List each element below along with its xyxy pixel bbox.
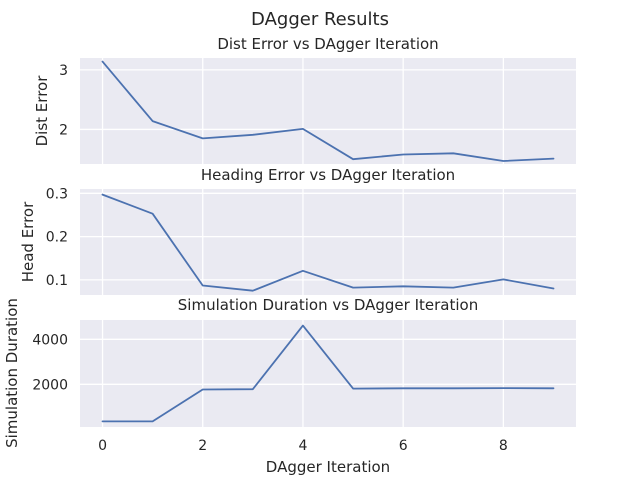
y-tick-labels: 2000 4000 (32, 332, 68, 393)
y-tick-label: 0.2 (46, 230, 68, 246)
y-tick-labels: 0.1 0.2 0.3 (46, 186, 68, 289)
x-tick-label: 6 (399, 438, 408, 454)
grid (80, 320, 576, 427)
axes-background (80, 189, 576, 295)
y-tick-label: 2000 (32, 377, 68, 393)
y-tick-label: 0.3 (46, 186, 68, 202)
x-tick-label: 8 (499, 438, 508, 454)
series-layer (101, 324, 555, 423)
x-tick-label: 2 (198, 438, 207, 454)
series-layer (101, 193, 555, 292)
axes-background (80, 320, 576, 427)
x-tick-label: 4 (298, 438, 307, 454)
axes-title: Heading Error vs DAgger Iteration (201, 166, 455, 184)
x-tick-labels: 0 2 4 6 8 (98, 438, 508, 454)
series-line (101, 193, 555, 292)
x-tick-label: 0 (98, 438, 107, 454)
y-tick-label: 4000 (32, 332, 68, 348)
axes-background (80, 58, 576, 164)
axes-title: Dist Error vs DAgger Iteration (217, 35, 438, 53)
x-axis-label: DAgger Iteration (266, 458, 390, 476)
y-axis-label: Head Error (19, 201, 37, 282)
series-line (101, 324, 555, 423)
y-tick-label: 0.1 (46, 273, 68, 289)
panel-heading-error: 0.1 0.2 0.3 Heading Error vs DAgger Iterat… (19, 166, 576, 295)
y-tick-label: 3 (59, 63, 68, 79)
series-layer (101, 60, 555, 162)
figure-title: DAgger Results (251, 9, 389, 30)
grid (80, 58, 576, 164)
panel-dist-error: 23 Dist Error vs DAgger Iteration Dist E… (33, 35, 576, 164)
series-line (101, 60, 555, 162)
y-axis-label: Dist Error (33, 75, 51, 147)
axes-title: Simulation Duration vs DAgger Iteration (178, 296, 478, 314)
y-axis-label: Simulation Duration (3, 298, 21, 448)
panel-simulation-duration: 2000 4000 0 2 4 6 8 Simulation Duration vs DA… (3, 296, 576, 476)
y-tick-label: 2 (59, 122, 68, 138)
y-tick-labels: 23 (59, 63, 68, 139)
